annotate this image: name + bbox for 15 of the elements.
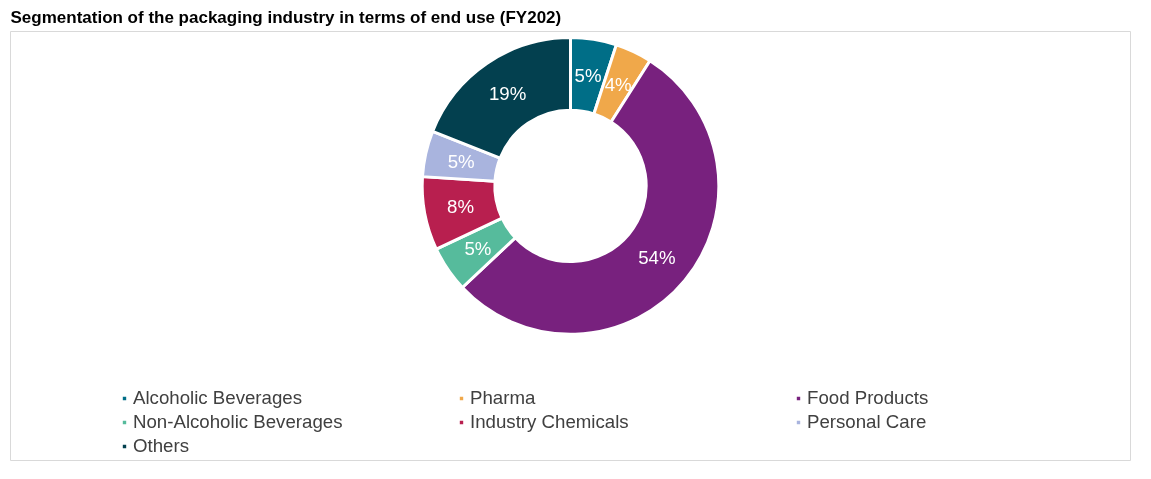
legend-label: Industry Chemicals (470, 411, 630, 433)
data-label: 19% (488, 82, 527, 104)
legend-label: Food Products (807, 387, 930, 409)
legend-label: Others (133, 435, 190, 457)
data-label: 8% (447, 196, 474, 218)
data-label: 54% (638, 246, 676, 268)
data-label: 5% (574, 64, 602, 86)
chart-title: Segmentation of the packaging industry in terms of end use (FY202) (10, 7, 562, 27)
legend-label: Personal Care (807, 411, 928, 433)
legend-label: Alcoholic Beverages (133, 387, 304, 409)
legend-label: Non-Alcoholic Beverages (133, 411, 344, 433)
legend-label: Pharma (470, 387, 537, 409)
data-label: 4% (604, 74, 632, 96)
data-label: 5% (447, 151, 475, 172)
data-label: 5% (464, 238, 492, 260)
